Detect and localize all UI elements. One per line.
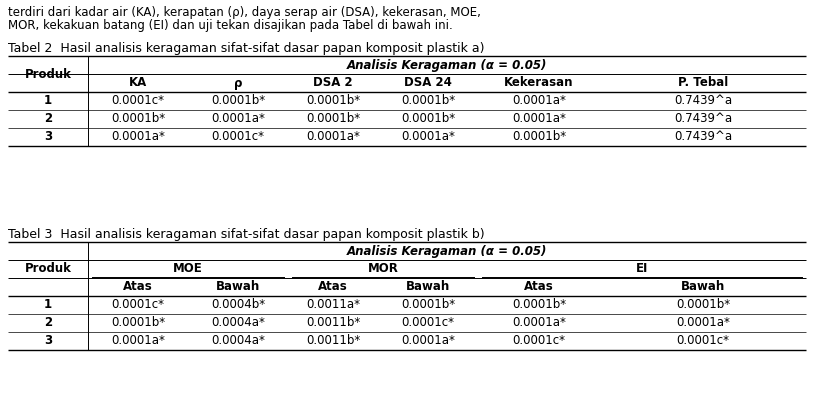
Text: 0.0001b*: 0.0001b* (676, 299, 730, 312)
Text: 0.0001a*: 0.0001a* (111, 334, 165, 347)
Text: 3: 3 (44, 334, 52, 347)
Text: Kekerasan: Kekerasan (504, 76, 574, 89)
Text: 2: 2 (44, 113, 52, 126)
Text: Produk: Produk (24, 262, 72, 276)
Text: 1: 1 (44, 94, 52, 108)
Text: 0.0001c*: 0.0001c* (513, 334, 566, 347)
Text: Atas: Atas (123, 281, 153, 294)
Text: MOR, kekakuan batang (EI) dan uji tekan disajikan pada Tabel di bawah ini.: MOR, kekakuan batang (EI) dan uji tekan … (8, 19, 453, 32)
Text: 0.0001b*: 0.0001b* (401, 94, 455, 108)
Text: 0.0001a*: 0.0001a* (211, 113, 265, 126)
Text: Atas: Atas (524, 281, 554, 294)
Text: 0.0011b*: 0.0011b* (306, 334, 360, 347)
Text: 0.7439^a: 0.7439^a (674, 131, 732, 144)
Text: 0.0011b*: 0.0011b* (306, 317, 360, 330)
Text: 0.0001c*: 0.0001c* (401, 317, 454, 330)
Text: 0.0001c*: 0.0001c* (112, 94, 164, 108)
Text: Produk: Produk (24, 68, 72, 81)
Text: 0.0001b*: 0.0001b* (512, 131, 566, 144)
Text: 0.0001b*: 0.0001b* (211, 94, 265, 108)
Text: DSA 24: DSA 24 (404, 76, 452, 89)
Text: 0.0001a*: 0.0001a* (306, 131, 360, 144)
Text: Tabel 2  Hasil analisis keragaman sifat-sifat dasar papan komposit plastik a): Tabel 2 Hasil analisis keragaman sifat-s… (8, 42, 484, 55)
Text: KA: KA (129, 76, 147, 89)
Text: 0.0001b*: 0.0001b* (306, 94, 360, 108)
Text: 0.0004a*: 0.0004a* (211, 334, 265, 347)
Text: terdiri dari kadar air (KA), kerapatan (ρ), daya serap air (DSA), kekerasan, MOE: terdiri dari kadar air (KA), kerapatan (… (8, 6, 481, 19)
Text: 0.0001b*: 0.0001b* (111, 317, 165, 330)
Text: MOR: MOR (368, 262, 398, 276)
Text: 0.0001b*: 0.0001b* (401, 113, 455, 126)
Text: 2: 2 (44, 317, 52, 330)
Text: Bawah: Bawah (681, 281, 725, 294)
Text: Analisis Keragaman (α = 0.05): Analisis Keragaman (α = 0.05) (347, 58, 547, 71)
Text: 1: 1 (44, 299, 52, 312)
Text: ρ: ρ (234, 76, 243, 89)
Text: Bawah: Bawah (406, 281, 450, 294)
Text: Analisis Keragaman (α = 0.05): Analisis Keragaman (α = 0.05) (347, 244, 547, 257)
Text: 0.0001a*: 0.0001a* (512, 317, 566, 330)
Text: 0.0001a*: 0.0001a* (111, 131, 165, 144)
Text: 0.0001b*: 0.0001b* (111, 113, 165, 126)
Text: 0.0001b*: 0.0001b* (306, 113, 360, 126)
Text: EI: EI (636, 262, 648, 276)
Text: MOE: MOE (173, 262, 203, 276)
Text: 0.0001b*: 0.0001b* (512, 299, 566, 312)
Text: 0.0011a*: 0.0011a* (306, 299, 360, 312)
Text: Atas: Atas (318, 281, 348, 294)
Text: 0.0001c*: 0.0001c* (212, 131, 265, 144)
Text: 0.0001a*: 0.0001a* (676, 317, 730, 330)
Text: 0.0004a*: 0.0004a* (211, 317, 265, 330)
Text: 0.0001a*: 0.0001a* (401, 131, 455, 144)
Text: 0.0001a*: 0.0001a* (401, 334, 455, 347)
Text: 0.7439^a: 0.7439^a (674, 113, 732, 126)
Text: Tabel 3  Hasil analisis keragaman sifat-sifat dasar papan komposit plastik b): Tabel 3 Hasil analisis keragaman sifat-s… (8, 228, 484, 241)
Text: 0.0001b*: 0.0001b* (401, 299, 455, 312)
Text: Bawah: Bawah (216, 281, 260, 294)
Text: 0.0001c*: 0.0001c* (676, 334, 729, 347)
Text: 3: 3 (44, 131, 52, 144)
Text: 0.0004b*: 0.0004b* (211, 299, 265, 312)
Text: DSA 2: DSA 2 (313, 76, 352, 89)
Text: 0.0001c*: 0.0001c* (112, 299, 164, 312)
Text: P. Tebal: P. Tebal (678, 76, 729, 89)
Text: 0.0001a*: 0.0001a* (512, 113, 566, 126)
Text: 0.7439^a: 0.7439^a (674, 94, 732, 108)
Text: 0.0001a*: 0.0001a* (512, 94, 566, 108)
